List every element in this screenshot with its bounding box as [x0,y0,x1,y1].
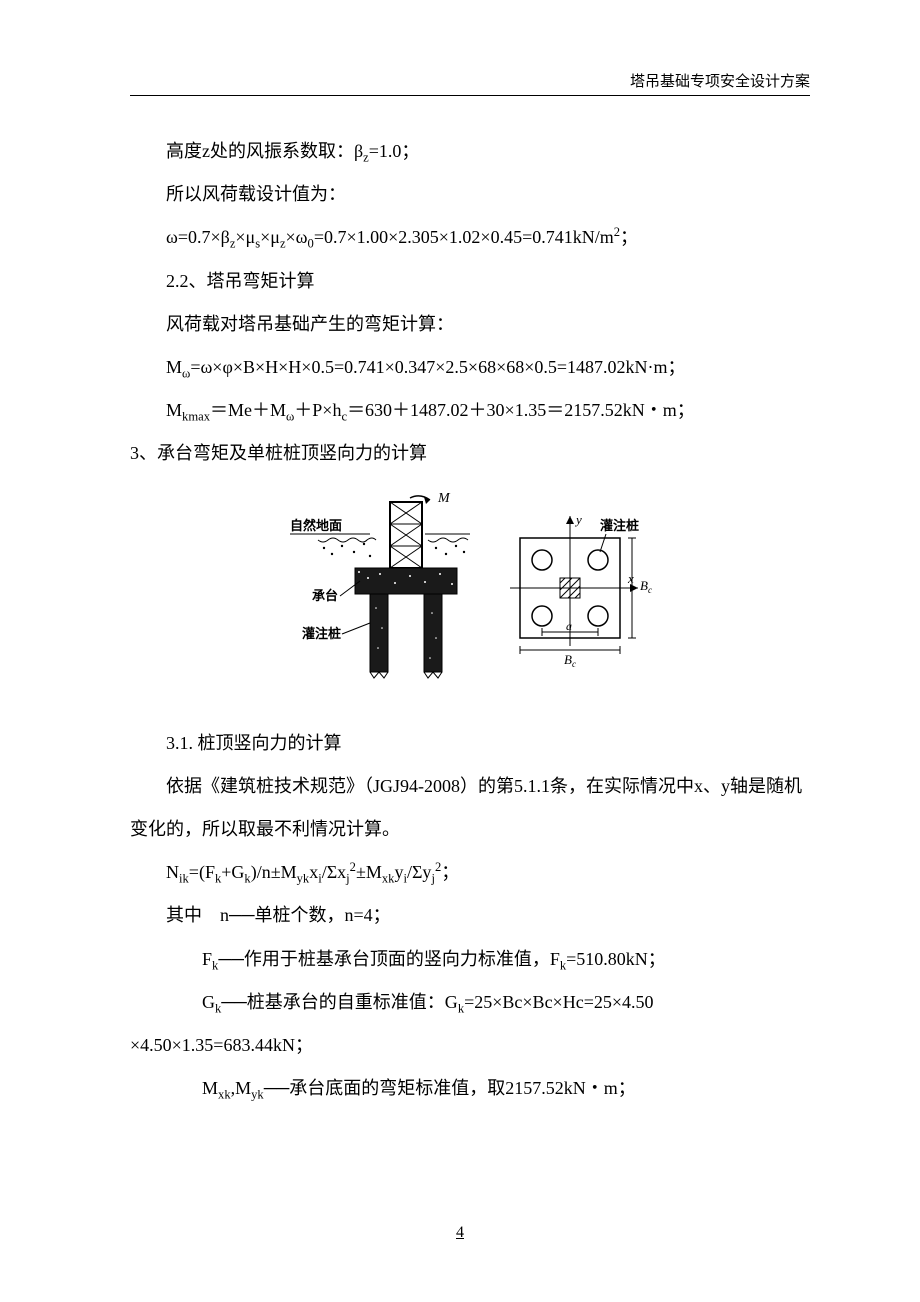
text: ──承台底面的弯矩标准值，取2157.52kN・m； [264,1078,636,1098]
diagram-container: M 自然地面 [130,488,810,704]
para-omega-formula: ω=0.7×βz×μs×μz×ω0=0.7×1.00×2.305×1.02×0.… [130,216,810,259]
para-M-omega: Mω=ω×φ×B×H×H×0.5=0.741×0.347×2.5×68×68×0… [130,346,810,389]
pile-cap [355,568,457,594]
text: M [202,1078,218,1098]
text: N [166,862,179,882]
text: ×μ [260,227,280,247]
label-y: y [574,512,582,527]
text: ＋P×h [294,400,341,420]
text: =0.7×1.00×2.305×1.02×0.45=0.741kN/m [314,227,614,247]
text: G [202,992,215,1012]
text: =510.80kN； [566,949,666,969]
para-beta-z: 高度z处的风振系数取：βz=1.0； [130,130,810,173]
para-jgj-ref: 依据《建筑桩技术规范》（JGJ94-2008）的第5.1.1条，在实际情况中x、… [130,765,810,851]
label-bc-bottom: Bc [564,652,576,669]
label-bc-right: Bc [640,578,652,595]
text: F [202,949,212,969]
text: 高度z处的风振系数取：β [166,141,363,161]
text: /Σy [407,862,431,882]
label-pile: 灌注桩 [302,626,341,641]
text: =(F [189,862,215,882]
sub: yk [251,1088,264,1102]
para-Nik-formula: Nik=(Fk+Gk)/n±Mykxi/Σxj2±Mxkyi/Σyj2； [130,851,810,894]
leader-pile2 [600,534,606,552]
sub: xk [382,872,395,886]
pile-left [370,594,388,672]
text: ＝630＋1487.02＋30×1.35＝2157.52kN・m； [347,400,695,420]
pile-circle [588,606,608,626]
text: ──作用于桩基承台顶面的竖向力标准值，F [218,949,560,969]
break-left [370,672,388,678]
text: x [309,862,318,882]
break-right [424,672,442,678]
para-where-n: 其中 n──单桩个数，n=4； [130,894,810,937]
para-2-2-heading: 2.2、塔吊弯矩计算 [130,260,810,303]
para-Gk-cont: ×4.50×1.35=683.44kN； [130,1024,810,1067]
text: ×μ [235,227,255,247]
text: ──桩基承台的自重标准值：G [221,992,458,1012]
para-wind-intro: 所以风荷载设计值为： [130,173,810,216]
text: ＝Me＋M [210,400,286,420]
para-section-3: 3、承台弯矩及单桩桩顶竖向力的计算 [130,432,810,475]
content: 高度z处的风振系数取：βz=1.0； 所以风荷载设计值为： ω=0.7×βz×μ… [130,130,810,1110]
pile-right [424,594,442,672]
text: /Σx [322,862,346,882]
text: =1.0； [369,141,420,161]
text: +G [221,862,244,882]
text: )/n±M [251,862,297,882]
header-rule [130,95,810,96]
text: ； [441,862,459,882]
pile-circle [532,606,552,626]
plan-view: y x [510,512,652,669]
label-M: M [437,491,451,506]
label-ground: 自然地面 [290,518,342,533]
para-3-1-heading: 3.1. 桩顶竖向力的计算 [130,722,810,765]
sub: yk [297,872,310,886]
para-M-kmax: Mkmax＝Me＋Mω＋P×hc＝630＋1487.02＋30×1.35＝215… [130,389,810,432]
text: ω=0.7×β [166,227,230,247]
text: ±M [356,862,382,882]
label-x: x [627,571,634,586]
ground-hatch-left [318,536,376,564]
label-cap: 承台 [312,588,338,603]
sub: xk [218,1088,231,1102]
label-a: a [566,619,572,633]
pile-circle [532,550,552,570]
header-title: 塔吊基础专项安全设计方案 [630,70,810,91]
sub: ik [179,872,189,886]
sub: kmax [182,410,210,424]
text: =25×Bc×Bc×Hc=25×4.50 [464,992,653,1012]
para-moment-intro: 风荷载对塔吊基础产生的弯矩计算： [130,303,810,346]
ground-hatch-right [428,538,468,555]
foundation-diagram: M 自然地面 [260,488,680,688]
text: ,M [231,1078,252,1098]
text: =ω×φ×B×H×H×0.5=0.741×0.347×2.5×68×68×0.5… [190,357,685,377]
text: ×ω [286,227,308,247]
leader-pile [342,623,370,634]
pile-circle [588,550,608,570]
text: M [166,400,182,420]
text: M [166,357,182,377]
page-number: 4 [0,1224,920,1242]
para-Fk-def: Fk──作用于桩基承台顶面的竖向力标准值，Fk=510.80kN； [130,938,810,981]
para-Gk-def: Gk──桩基承台的自重标准值：Gk=25×Bc×Bc×Hc=25×4.50 [130,981,810,1024]
page: 塔吊基础专项安全设计方案 高度z处的风振系数取：βz=1.0； 所以风荷载设计值… [0,0,920,1302]
arrow-y [566,516,574,524]
label-pile2: 灌注桩 [600,518,639,533]
text: ； [620,227,638,247]
para-Mxk-def: Mxk,Myk──承台底面的弯矩标准值，取2157.52kN・m； [130,1067,810,1110]
